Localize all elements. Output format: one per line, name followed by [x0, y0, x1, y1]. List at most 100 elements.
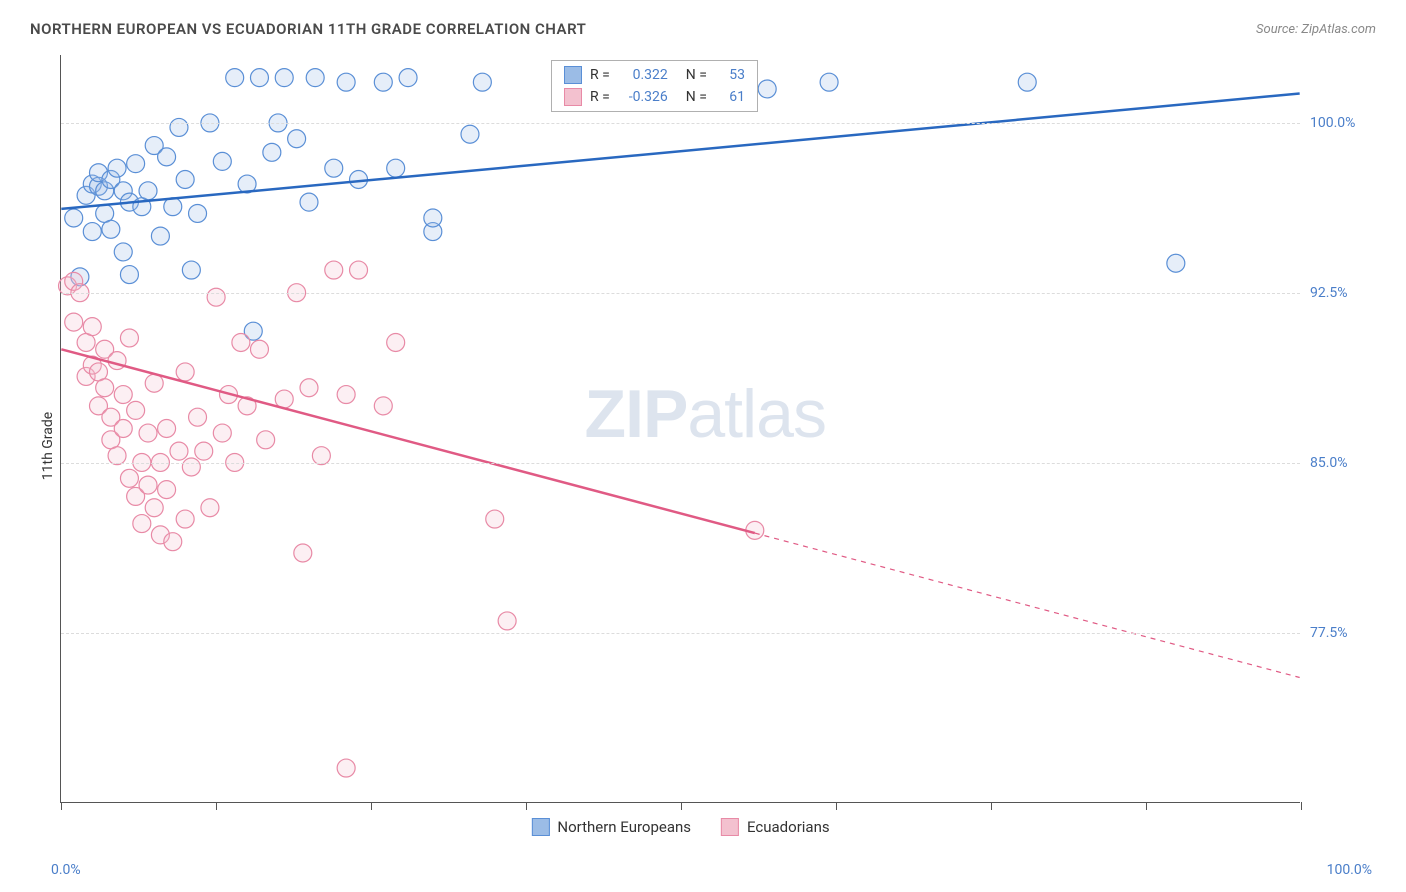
scatter-point-ne [473, 73, 491, 91]
scatter-point-ec [83, 318, 101, 336]
source-attribution: Source: ZipAtlas.com [1256, 22, 1376, 37]
scatter-point-ec [145, 374, 163, 392]
scatter-point-ec [374, 397, 392, 415]
scatter-point-ne [275, 69, 293, 87]
legend-correlation-box: R =0.322N =53R = -0.326 N = 61 [551, 60, 758, 112]
scatter-point-ne [337, 73, 355, 91]
scatter-point-ec [232, 333, 250, 351]
scatter-point-ec [257, 431, 275, 449]
scatter-point-ne [820, 73, 838, 91]
scatter-point-ne [83, 223, 101, 241]
scatter-point-ne [374, 73, 392, 91]
scatter-point-ne [399, 69, 417, 87]
legend-series: Northern Europeans Ecuadorians [531, 818, 829, 836]
scatter-point-ne [226, 69, 244, 87]
scatter-point-ne [1018, 73, 1036, 91]
scatter-point-ec [294, 544, 312, 562]
scatter-point-ec [337, 386, 355, 404]
scatter-point-ne [139, 182, 157, 200]
y-tick-label: 85.0% [1310, 455, 1370, 471]
scatter-point-ne [65, 209, 83, 227]
scatter-point-ne [325, 159, 343, 177]
scatter-point-ne [387, 159, 405, 177]
scatter-point-ec [139, 424, 157, 442]
x-tick [371, 802, 372, 810]
scatter-point-ne [758, 80, 776, 98]
legend-item-label: Ecuadorians [747, 818, 830, 836]
scatter-point-ec [133, 515, 151, 533]
scatter-point-ec [189, 408, 207, 426]
y-tick-label: 92.5% [1310, 285, 1370, 301]
x-axis-max-label: 100.0% [1327, 862, 1372, 878]
y-tick-label: 77.5% [1310, 625, 1370, 641]
scatter-point-ec [158, 481, 176, 499]
scatter-point-ec [176, 363, 194, 381]
scatter-point-ec [176, 510, 194, 528]
chart-title: NORTHERN EUROPEAN VS ECUADORIAN 11TH GRA… [30, 20, 586, 38]
scatter-point-ec [201, 499, 219, 517]
scatter-point-ne [263, 143, 281, 161]
scatter-point-ne [120, 266, 138, 284]
legend-swatch-icon [564, 88, 582, 106]
scatter-point-ne [300, 193, 318, 211]
scatter-point-ne [189, 204, 207, 222]
scatter-point-ec [182, 458, 200, 476]
x-tick [991, 802, 992, 810]
regression-line-dashed-ec [755, 533, 1300, 677]
legend-item: Ecuadorians [721, 818, 830, 836]
x-tick [216, 802, 217, 810]
scatter-point-ec [486, 510, 504, 528]
scatter-point-ec [120, 329, 138, 347]
scatter-point-ec [312, 447, 330, 465]
y-axis-label: 11th Grade [40, 412, 56, 480]
scatter-point-ne [213, 152, 231, 170]
scatter-point-ec [387, 333, 405, 351]
x-tick [836, 802, 837, 810]
x-tick [1301, 802, 1302, 810]
scatter-point-ec [96, 379, 114, 397]
scatter-point-ec [65, 313, 83, 331]
legend-stat-row-ne: R =0.322N =53 [564, 66, 745, 84]
legend-swatch-icon [531, 818, 549, 836]
regression-line-ec [61, 349, 754, 533]
legend-n-value: 61 [715, 89, 745, 105]
scatter-point-ec [114, 420, 132, 438]
scatter-point-ec [275, 390, 293, 408]
x-tick [526, 802, 527, 810]
scatter-point-ne [182, 261, 200, 279]
x-tick [61, 802, 62, 810]
scatter-point-ne [176, 171, 194, 189]
gridline [61, 463, 1300, 464]
x-tick [1146, 802, 1147, 810]
legend-r-value: -0.326 [618, 89, 668, 105]
scatter-point-ec [300, 379, 318, 397]
scatter-point-ec [250, 340, 268, 358]
scatter-point-ec [127, 401, 145, 419]
scatter-point-ec [207, 288, 225, 306]
x-axis-min-label: 0.0% [51, 862, 81, 878]
gridline [61, 293, 1300, 294]
scatter-point-ec [158, 420, 176, 438]
scatter-point-ne [461, 125, 479, 143]
legend-n-label: N = [686, 89, 707, 105]
scatter-point-ec [114, 386, 132, 404]
legend-stat-row-ec: R =-0.326N =61 [564, 88, 745, 106]
scatter-point-ne [170, 118, 188, 136]
legend-n-value: 53 [715, 67, 745, 83]
scatter-point-ne [288, 130, 306, 148]
chart-svg [61, 55, 1300, 802]
scatter-point-ec [325, 261, 343, 279]
legend-swatch-icon [564, 66, 582, 84]
scatter-point-ec [164, 533, 182, 551]
plot-area: ZIPatlas R =0.322N =53R =-0.326N =61 Nor… [60, 55, 1300, 803]
legend-item: Northern Europeans [531, 818, 691, 836]
legend-r-label: R = [590, 67, 610, 83]
gridline [61, 633, 1300, 634]
scatter-point-ne [108, 159, 126, 177]
scatter-point-ec [337, 759, 355, 777]
scatter-point-ne [306, 69, 324, 87]
scatter-point-ne [151, 227, 169, 245]
scatter-point-ne [102, 220, 120, 238]
legend-swatch-icon [721, 818, 739, 836]
scatter-point-ec [108, 447, 126, 465]
